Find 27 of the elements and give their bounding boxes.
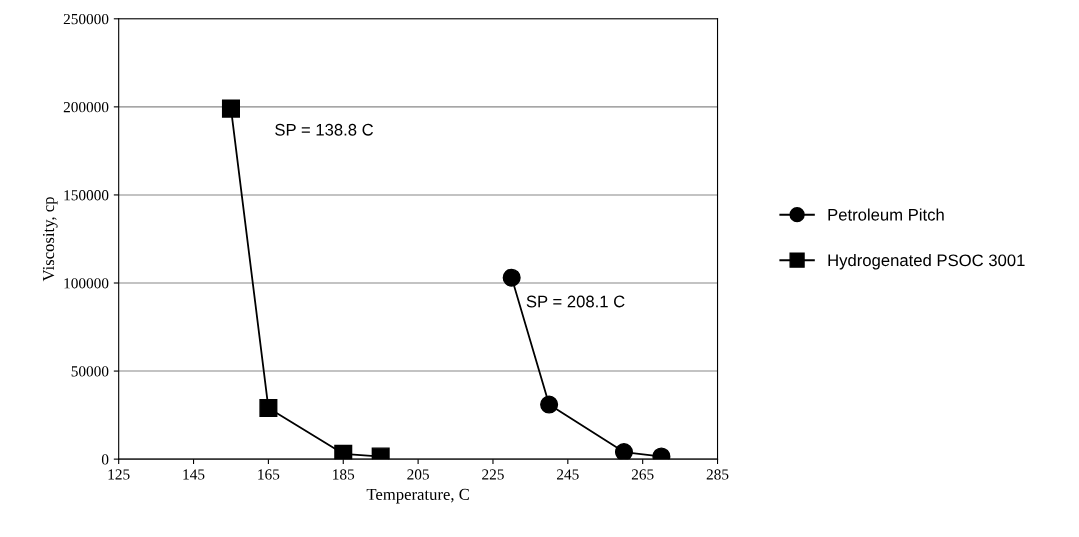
point bbox=[540, 395, 559, 414]
y-axis-title: Viscosity, cp bbox=[42, 197, 58, 282]
x-tick-label: 265 bbox=[631, 469, 654, 480]
x-tick-label: 185 bbox=[333, 469, 355, 480]
x-tick-label: 165 bbox=[258, 469, 280, 480]
annotation: SP = 138.8 C bbox=[275, 123, 374, 136]
y-tick-label: 200000 bbox=[63, 102, 109, 113]
y-tick-label: 100000 bbox=[64, 278, 109, 289]
y-tick-label: 0 bbox=[101, 454, 109, 465]
x-tick-label: 225 bbox=[482, 469, 504, 480]
point bbox=[259, 399, 278, 418]
point bbox=[614, 443, 633, 460]
x-tick-label: 145 bbox=[183, 469, 205, 480]
y-tick-label: 250000 bbox=[63, 13, 109, 25]
legend-label: Hydrogenated PSOC 3001 bbox=[828, 253, 1025, 270]
x-tick-label: 285 bbox=[706, 469, 729, 480]
x-tick-label: 245 bbox=[557, 469, 579, 480]
x-axis-title: Temperature, C bbox=[366, 488, 469, 504]
point bbox=[502, 268, 521, 287]
point bbox=[334, 444, 353, 460]
legend-label: Petroleum Pitch bbox=[828, 208, 944, 221]
annotation: SP = 208.1 C bbox=[526, 295, 625, 308]
y-tick-label: 50000 bbox=[71, 366, 109, 377]
x-tick-label: 125 bbox=[108, 469, 130, 480]
point bbox=[221, 99, 241, 118]
y-tick-label: 150000 bbox=[64, 190, 109, 201]
x-tick-label: 205 bbox=[407, 469, 429, 480]
